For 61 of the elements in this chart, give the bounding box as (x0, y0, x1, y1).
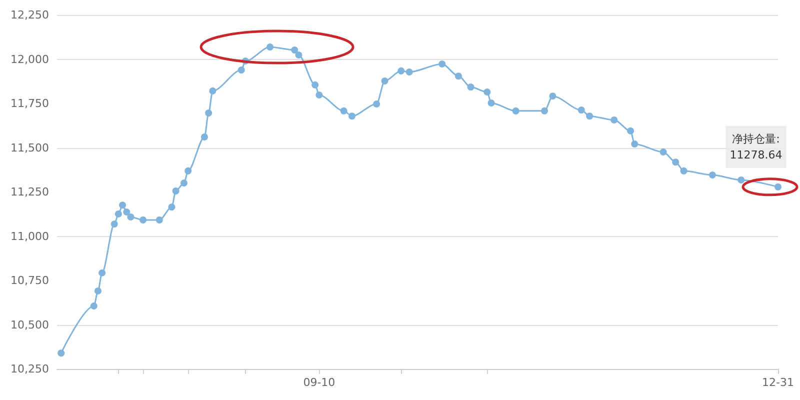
point (610, 116, 618, 124)
point (312, 81, 319, 88)
point (123, 208, 130, 216)
point (631, 140, 638, 148)
point (381, 78, 388, 85)
point (340, 107, 348, 114)
point (512, 107, 520, 114)
point (672, 158, 680, 166)
point (738, 176, 745, 184)
point (373, 100, 380, 108)
y-tick-label: 10,500 (10, 318, 49, 332)
point (238, 66, 245, 74)
point (484, 88, 491, 96)
y-tick-label: 11,250 (10, 186, 49, 198)
y-tick-label: 12,000 (10, 52, 49, 66)
point (660, 148, 667, 156)
point (127, 213, 134, 220)
y-tick-label: 11,000 (10, 230, 49, 243)
y-tick-label: 10,750 (10, 274, 49, 287)
point (205, 110, 212, 117)
point (348, 112, 356, 120)
point (541, 107, 548, 114)
point (586, 112, 594, 120)
point (774, 183, 782, 190)
point (680, 167, 688, 174)
point (295, 52, 302, 58)
point (140, 216, 147, 224)
point (172, 187, 180, 194)
point (398, 67, 405, 74)
x-tick-label: 12-31 (762, 376, 794, 389)
y-tick-label: 12,250 (10, 8, 49, 22)
point (291, 46, 298, 54)
point (488, 99, 495, 106)
point (98, 269, 106, 276)
point (467, 84, 474, 91)
point (156, 216, 163, 224)
point (110, 220, 118, 228)
x-tick-label: 09-10 (303, 376, 336, 389)
point (209, 87, 216, 94)
point (578, 106, 585, 114)
y-tick-label: 10,250 (10, 362, 49, 376)
point (114, 210, 122, 218)
point (180, 179, 188, 186)
point (406, 68, 413, 76)
point (119, 202, 126, 209)
point (200, 133, 208, 140)
y-tick-label: 11,500 (10, 141, 49, 154)
point (168, 204, 176, 211)
y-tick-label: 11,750 (10, 97, 49, 110)
point (549, 92, 556, 100)
point (90, 302, 98, 310)
point (184, 167, 192, 174)
point (94, 287, 102, 294)
point (708, 172, 716, 179)
point (316, 92, 323, 98)
point (438, 60, 446, 68)
point (58, 350, 65, 357)
point (627, 127, 634, 134)
point (266, 44, 274, 51)
point (454, 72, 462, 80)
annotation: 净持仓量: 11278.64 (730, 132, 782, 162)
